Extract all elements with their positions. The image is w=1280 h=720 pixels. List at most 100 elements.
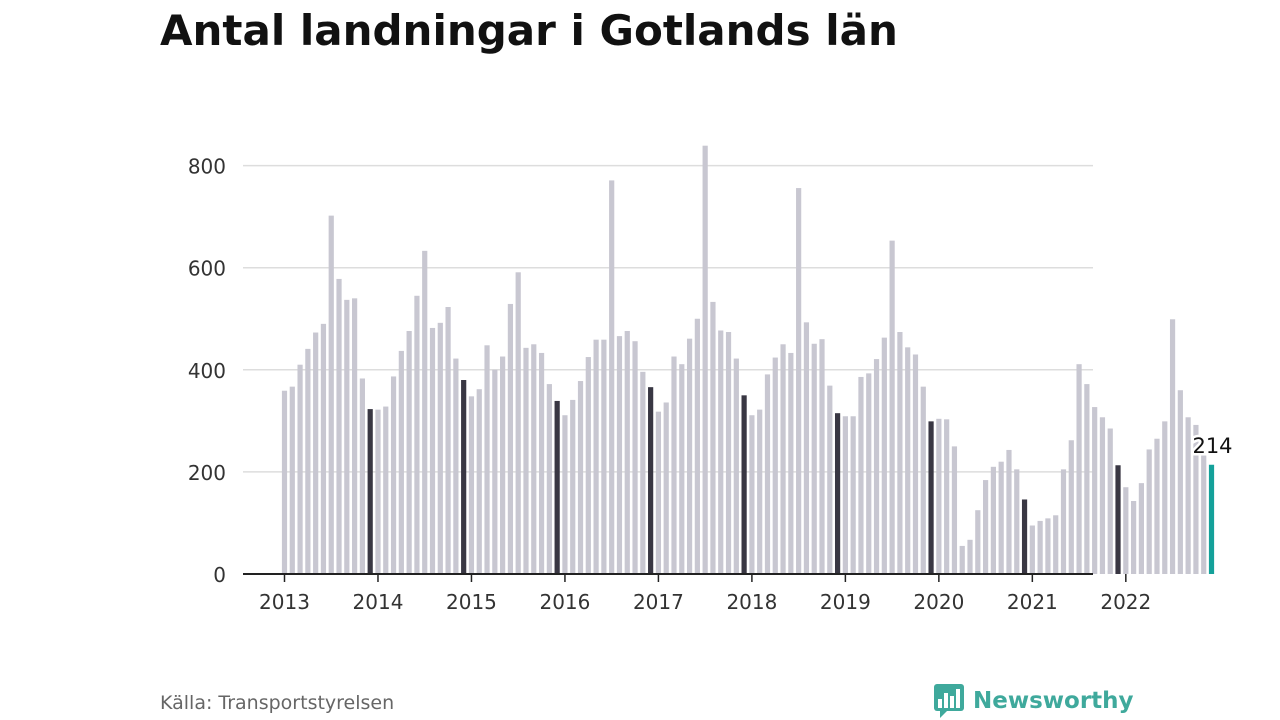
bar	[671, 356, 677, 574]
bar	[624, 331, 630, 574]
bar	[344, 299, 350, 574]
bar	[313, 332, 319, 574]
x-tick-label: 2014	[353, 590, 404, 614]
bar	[1193, 424, 1199, 574]
bar	[741, 395, 747, 574]
bar	[1084, 384, 1090, 574]
axis-labels: 0 200 400 600 800 2013 2014 2015 2016 2017 2018 201…	[188, 155, 1235, 614]
bar	[336, 278, 342, 574]
bar	[367, 409, 373, 574]
y-tick-label: 400	[188, 359, 226, 383]
bar	[1201, 455, 1207, 574]
bar	[1076, 364, 1082, 574]
bar	[998, 461, 1004, 574]
bar	[1138, 483, 1144, 574]
bar	[936, 418, 942, 574]
bar	[764, 374, 771, 574]
x-tick-label: 2015	[446, 590, 497, 614]
x-tick-label: 2017	[633, 590, 684, 614]
bar	[1014, 469, 1020, 574]
bar	[554, 400, 560, 574]
bar	[780, 344, 786, 574]
bar	[710, 301, 716, 574]
bar	[406, 331, 412, 574]
bar	[686, 338, 693, 574]
bar	[453, 358, 459, 574]
bar	[515, 272, 521, 574]
bar	[1037, 520, 1043, 574]
bar	[1053, 515, 1059, 574]
bar	[507, 303, 514, 574]
y-tick-label: 0	[213, 563, 226, 587]
bar	[733, 358, 739, 574]
bar	[694, 318, 700, 574]
bar	[1107, 428, 1113, 574]
bar	[928, 421, 934, 574]
bar	[1177, 390, 1183, 574]
source-note: Källa: Transportstyrelsen	[160, 692, 395, 714]
bar	[1208, 464, 1215, 574]
x-tick-label: 2013	[259, 590, 310, 614]
bar	[975, 510, 981, 574]
x-tick-label: 2016	[539, 590, 590, 614]
bar	[484, 345, 490, 574]
chart-title: Antal landningar i Gotlands län	[160, 6, 898, 55]
y-tick-label: 800	[188, 155, 226, 179]
bar	[1099, 417, 1106, 574]
bar	[1060, 469, 1067, 574]
x-axis	[243, 573, 1127, 582]
bar	[632, 341, 638, 574]
bar	[951, 446, 958, 575]
bar	[796, 188, 802, 574]
bar	[445, 307, 451, 574]
bar	[523, 347, 529, 574]
bar	[352, 298, 358, 574]
bar	[905, 347, 911, 574]
bar	[383, 406, 389, 574]
bar	[468, 396, 475, 574]
bar	[1169, 319, 1176, 574]
bar	[1021, 499, 1028, 574]
bar	[593, 339, 599, 574]
bar	[772, 357, 778, 574]
bar	[873, 359, 880, 574]
bar	[1029, 525, 1035, 574]
bar	[398, 350, 404, 574]
brand-logo-link: Newsworthy	[933, 683, 1134, 719]
bar	[320, 323, 327, 574]
bar	[492, 369, 498, 574]
bar	[531, 344, 537, 574]
bar	[983, 480, 989, 574]
bars	[281, 145, 1215, 575]
bar	[757, 409, 763, 574]
bar	[1131, 501, 1137, 574]
bar	[1162, 421, 1168, 574]
bar	[328, 215, 334, 574]
bar	[570, 399, 576, 574]
bar	[944, 419, 950, 574]
bar	[585, 357, 591, 574]
bar	[1154, 438, 1160, 574]
x-tick-label: 2022	[1100, 590, 1151, 614]
bar	[359, 378, 365, 574]
bar	[305, 348, 311, 574]
bar	[609, 180, 615, 574]
bar	[476, 389, 482, 574]
bar	[546, 384, 552, 574]
x-tick-label: 2019	[820, 590, 871, 614]
bar	[842, 416, 848, 574]
bar	[577, 381, 584, 574]
y-tick-label: 200	[188, 461, 226, 485]
bar	[562, 415, 568, 574]
brand-name: Newsworthy	[973, 688, 1134, 714]
bar	[811, 343, 817, 574]
bar	[889, 240, 895, 574]
bar	[881, 337, 887, 574]
x-tick-label: 2018	[726, 590, 777, 614]
bar	[788, 352, 794, 574]
bar	[414, 295, 420, 574]
bar	[281, 390, 288, 574]
bar	[601, 339, 607, 574]
bar	[897, 332, 903, 574]
